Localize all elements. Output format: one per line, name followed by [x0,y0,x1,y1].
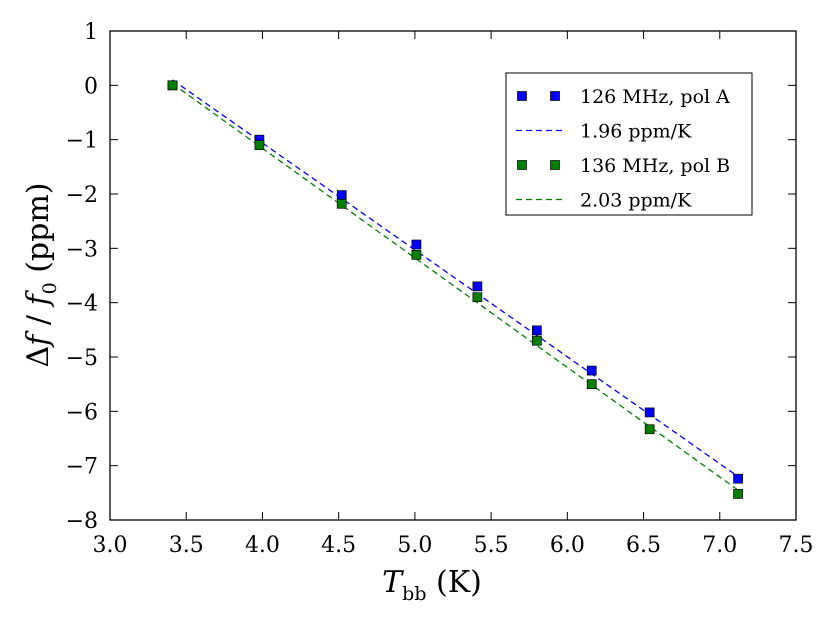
y-axis-title: Δf / f0 (ppm) [21,183,61,368]
x-tick-label: 3.5 [169,533,204,558]
data-point-series-2 [644,424,655,435]
data-point-series-0 [531,325,542,336]
x-tick-label: 6.5 [626,533,661,558]
data-point-series-2 [733,489,743,499]
legend-marker [550,91,560,101]
x-tick-label: 7.5 [779,533,814,558]
legend-marker [550,160,560,170]
data-point-series-2 [411,250,422,260]
data-point-series-0 [336,190,347,200]
legend-label: 1.96 ppm/K [580,121,692,143]
data-point-series-0 [411,239,422,250]
data-point-series-0 [644,407,655,418]
data-point-series-0 [733,473,743,484]
data-point-series-2 [336,198,347,209]
data-point-series-0 [586,365,597,376]
data-point-series-0 [472,281,483,292]
y-tick-label: −2 [66,183,98,208]
y-tick-label: −7 [66,455,98,480]
y-tick-label: −1 [66,129,98,154]
legend-label: 126 MHz, pol A [580,86,730,108]
fit-line-1 [172,79,739,478]
x-tick-label: 4.0 [245,533,280,558]
data-point-series-2 [586,379,597,390]
y-tick-label: −6 [66,400,98,425]
y-tick-label: 1 [84,20,98,45]
legend: 126 MHz, pol A 1.96 ppm/K 136 MHz, pol B 2.… [505,72,753,216]
x-tick-label: 3.0 [93,533,128,558]
ticks-layer: 3.0 3.5 4.0 4.5 5.0 5.5 6.0 6.5 7.0 7.5 1 0 −1 −2 −3 −4… [66,20,814,558]
data-point-series-2 [472,292,483,303]
y-tick-label: −5 [66,346,98,371]
legend-marker [517,91,527,101]
legend-box [505,72,753,216]
legend-label: 136 MHz, pol B [580,155,730,177]
legend-label: 2.03 ppm/K [580,190,692,212]
data-point-series-2 [167,80,178,91]
y-tick-label: −3 [66,237,98,262]
plot-frame [109,30,797,521]
data-point-series-2 [254,140,265,150]
y-tick-label: 0 [84,74,98,99]
plot-layer [167,79,743,499]
x-tick-label: 5.5 [474,533,509,558]
fit-line-3 [172,83,739,491]
x-tick-label: 6.0 [550,533,585,558]
y-tick-label: −4 [66,292,98,317]
y-tick-label: −8 [66,509,98,534]
x-tick-label: 7.0 [702,533,737,558]
legend-marker [517,160,527,170]
x-tick-label: 4.5 [321,533,356,558]
x-axis-title: Tbb (K) [382,565,482,605]
legend-items: 126 MHz, pol A 1.96 ppm/K 136 MHz, pol B 2.… [516,86,730,212]
x-tick-label: 5.0 [397,533,432,558]
data-point-series-2 [531,335,542,346]
